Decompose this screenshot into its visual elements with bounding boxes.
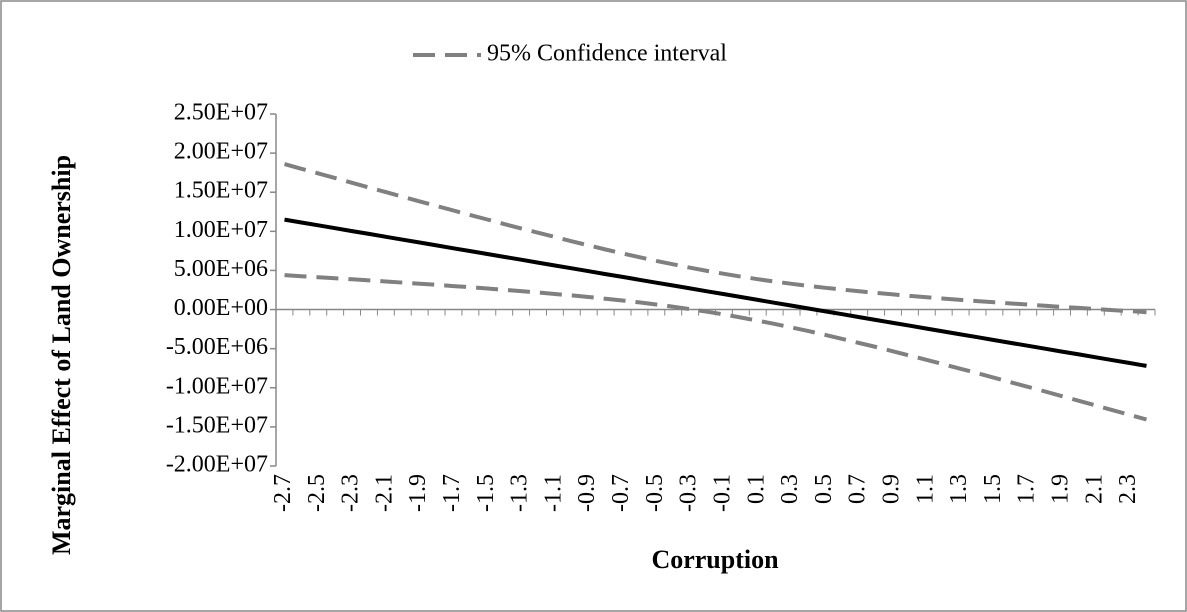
y-tick-label: 1.00E+07 bbox=[174, 217, 268, 243]
x-tick-label: -0.5 bbox=[642, 474, 668, 512]
y-tick-label: 5.00E+06 bbox=[174, 256, 268, 282]
y-tick-label: -2.00E+07 bbox=[166, 452, 268, 478]
y-tick-label: -5.00E+06 bbox=[166, 334, 268, 360]
x-tick-label: -1.5 bbox=[473, 474, 499, 512]
x-tick-label: -0.9 bbox=[574, 474, 600, 512]
x-axis-title: Corruption bbox=[651, 545, 779, 574]
x-tick-label: -0.3 bbox=[676, 474, 702, 512]
data-line bbox=[283, 162, 1147, 315]
x-tick-label: 2.3 bbox=[1115, 474, 1141, 504]
x-tick-label: 1.5 bbox=[980, 474, 1006, 504]
x-tick-label: -1.1 bbox=[540, 474, 566, 512]
y-axis-title: Marginal Effect of Land Ownership bbox=[47, 155, 76, 555]
x-tick-label: 0.3 bbox=[777, 474, 803, 504]
x-tick-label: 1.1 bbox=[912, 474, 938, 504]
y-tick-label: 0.00E+00 bbox=[174, 295, 268, 321]
x-tick-label: -2.1 bbox=[371, 474, 397, 512]
x-tick-label: 0.1 bbox=[743, 474, 769, 504]
y-tick-label: 2.00E+07 bbox=[174, 139, 268, 165]
y-tick-label: -1.50E+07 bbox=[166, 412, 268, 438]
y-tick-label: 2.50E+07 bbox=[174, 100, 268, 126]
x-tick-label: -0.7 bbox=[608, 474, 634, 512]
x-tick-label: 0.5 bbox=[811, 474, 837, 504]
x-tick-label: 0.7 bbox=[845, 474, 871, 504]
x-tick-label: 1.9 bbox=[1048, 474, 1074, 504]
data-line bbox=[284, 273, 1148, 422]
x-tick-label: -1.3 bbox=[507, 474, 533, 512]
x-tick-label: -1.9 bbox=[405, 474, 431, 512]
x-tick-label: -2.5 bbox=[304, 474, 330, 512]
legend-label: 95% Confidence interval bbox=[487, 41, 727, 67]
x-tick-label: -1.7 bbox=[439, 474, 465, 512]
x-tick-label: -0.1 bbox=[709, 474, 735, 512]
y-tick-label: -1.00E+07 bbox=[166, 373, 268, 399]
x-tick-label: 0.9 bbox=[878, 474, 904, 504]
x-tick-label: 1.7 bbox=[1014, 474, 1040, 504]
x-tick-label: -2.3 bbox=[338, 474, 364, 512]
x-tick-label: -2.7 bbox=[270, 474, 296, 512]
y-tick-label: 1.50E+07 bbox=[174, 178, 268, 204]
x-tick-label: 2.1 bbox=[1081, 474, 1107, 504]
data-line bbox=[284, 217, 1147, 368]
x-tick-label: 1.3 bbox=[946, 474, 972, 504]
